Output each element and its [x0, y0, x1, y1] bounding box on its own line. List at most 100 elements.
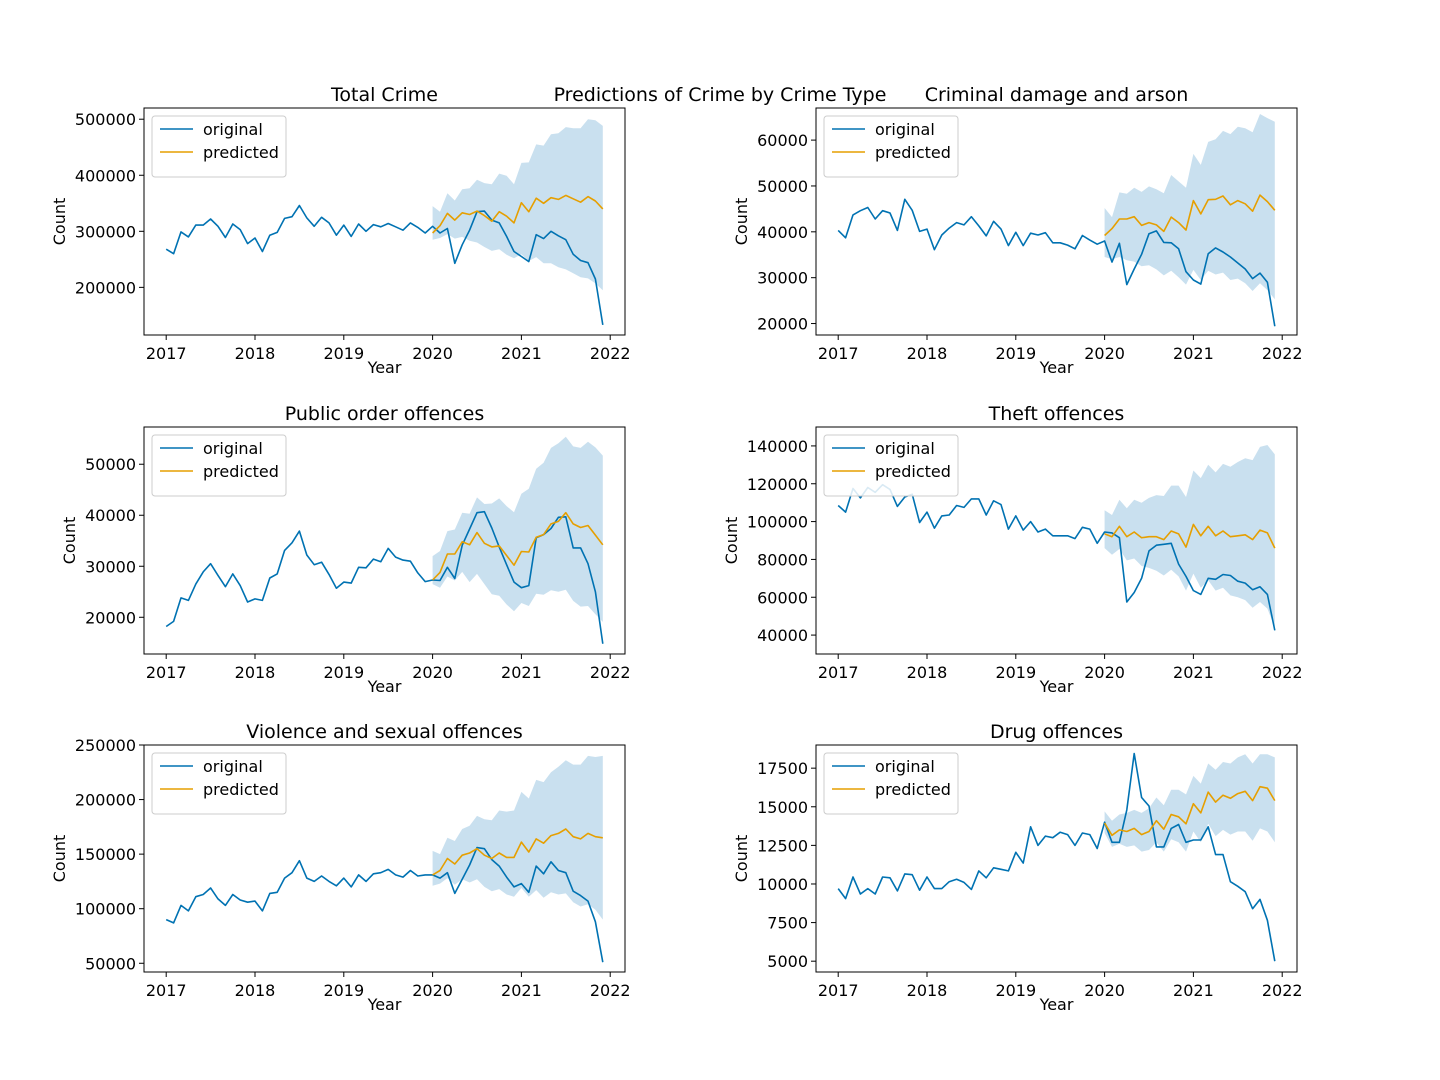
x-tick-label: 2018	[907, 663, 948, 682]
y-tick-label: 300000	[75, 222, 136, 241]
y-tick-label: 50000	[85, 455, 136, 474]
y-tick-label: 60000	[757, 588, 808, 607]
panel-title: Criminal damage and arson	[925, 84, 1189, 106]
axes-frame	[815, 107, 1298, 336]
x-tick-label: 2022	[590, 344, 631, 363]
panel-1: 2017 2018 2019 2020 2021 2022 200000 300000 4000…	[50, 84, 631, 377]
legend-box	[151, 434, 287, 497]
original-series-line	[165, 510, 604, 644]
predicted-series-line	[1104, 194, 1276, 237]
predicted-series-line	[1104, 523, 1276, 549]
subplot-grid: 2017 2018 2019 2020 2021 2022 200000 300000 4000…	[50, 84, 1303, 1014]
x-tick-label: 2019	[995, 663, 1036, 682]
confidence-band	[432, 755, 603, 920]
legend-label: predicted	[875, 143, 951, 162]
y-tick-label: 200000	[75, 791, 136, 810]
y-tick-label: 150000	[75, 845, 136, 864]
original-series-line	[165, 204, 604, 326]
x-tick-label: 2021	[501, 663, 542, 682]
legend-label: predicted	[875, 462, 951, 481]
y-tick-label: 12500	[757, 836, 808, 855]
y-tick-label: 20000	[757, 315, 808, 334]
axes-frame	[143, 426, 626, 655]
predicted-series-line	[432, 194, 604, 234]
y-tick-label: 100000	[747, 513, 808, 532]
panel-title: Public order offences	[285, 403, 484, 425]
legend-label: original	[203, 439, 263, 458]
x-tick-label: 2021	[501, 344, 542, 363]
x-tick-label: 2021	[1173, 344, 1214, 363]
legend-label: predicted	[203, 780, 279, 799]
panel-title: Total Crime	[330, 84, 438, 106]
x-axis-label: Year	[367, 358, 402, 377]
y-axis-label: Count	[60, 517, 79, 565]
axes-frame	[143, 744, 626, 973]
x-tick-label: 2019	[323, 663, 364, 682]
panel-5: 2017 2018 2019 2020 2021 2022 50000 100000 15000…	[50, 721, 631, 1014]
legend-label: original	[875, 439, 935, 458]
x-tick-label: 2018	[235, 981, 276, 1000]
y-tick-label: 50000	[757, 177, 808, 196]
confidence-band	[432, 436, 603, 622]
legend-label: predicted	[875, 780, 951, 799]
x-tick-label: 2017	[818, 663, 859, 682]
x-tick-label: 2019	[323, 981, 364, 1000]
y-tick-label: 5000	[767, 952, 808, 971]
y-tick-label: 250000	[75, 736, 136, 755]
x-tick-label: 2017	[146, 663, 187, 682]
panel-title: Violence and sexual offences	[246, 721, 522, 743]
confidence-band	[432, 119, 603, 291]
y-tick-label: 30000	[757, 269, 808, 288]
legend: original predicted	[151, 115, 287, 178]
x-tick-label: 2020	[1084, 663, 1125, 682]
y-tick-label: 20000	[85, 608, 136, 627]
y-tick-label: 7500	[767, 914, 808, 933]
legend-box	[823, 115, 959, 178]
x-tick-label: 2017	[146, 344, 187, 363]
x-tick-label: 2020	[412, 981, 453, 1000]
legend-label: predicted	[203, 462, 279, 481]
panel-title: Theft offences	[988, 403, 1125, 425]
y-tick-label: 140000	[747, 437, 808, 456]
x-tick-label: 2020	[412, 663, 453, 682]
y-tick-label: 200000	[75, 278, 136, 297]
y-tick-label: 100000	[75, 900, 136, 919]
x-axis-label: Year	[1039, 995, 1074, 1014]
y-tick-label: 15000	[757, 798, 808, 817]
x-tick-label: 2022	[1262, 663, 1303, 682]
legend: original predicted	[151, 752, 287, 815]
original-series-line	[165, 846, 604, 963]
figure-suptitle: Predictions of Crime by Crime Type	[554, 84, 887, 106]
y-tick-label: 10000	[757, 875, 808, 894]
x-tick-label: 2021	[1173, 981, 1214, 1000]
x-axis-label: Year	[1039, 358, 1074, 377]
original-series-line	[837, 752, 1276, 962]
legend-label: original	[875, 120, 935, 139]
panel-6: 2017 2018 2019 2020 2021 2022 5000 7500 10000 125…	[732, 721, 1303, 1014]
original-series-line	[837, 198, 1276, 327]
x-tick-label: 2022	[590, 663, 631, 682]
axes-frame	[815, 426, 1298, 655]
y-axis-label: Count	[732, 835, 751, 883]
legend: original predicted	[823, 434, 959, 497]
panel-4: 2017 2018 2019 2020 2021 2022 40000 60000 80000 1…	[722, 403, 1303, 696]
predicted-series-line	[432, 511, 604, 581]
confidence-band	[1104, 114, 1275, 300]
x-tick-label: 2017	[146, 981, 187, 1000]
x-tick-label: 2020	[412, 344, 453, 363]
x-tick-label: 2018	[235, 344, 276, 363]
y-tick-label: 50000	[85, 954, 136, 973]
panel-title: Drug offences	[990, 721, 1123, 743]
y-tick-label: 500000	[75, 110, 136, 129]
y-axis-label: Count	[722, 517, 741, 565]
y-axis-label: Count	[50, 198, 69, 246]
x-axis-label: Year	[1039, 677, 1074, 696]
x-tick-label: 2018	[235, 663, 276, 682]
confidence-band	[1104, 754, 1275, 852]
y-axis-label: Count	[50, 835, 69, 883]
y-tick-label: 40000	[757, 223, 808, 242]
x-tick-label: 2021	[501, 981, 542, 1000]
x-tick-label: 2017	[818, 344, 859, 363]
panel-2: 2017 2018 2019 2020 2021 2022 20000 30000 40000 5…	[732, 84, 1303, 377]
